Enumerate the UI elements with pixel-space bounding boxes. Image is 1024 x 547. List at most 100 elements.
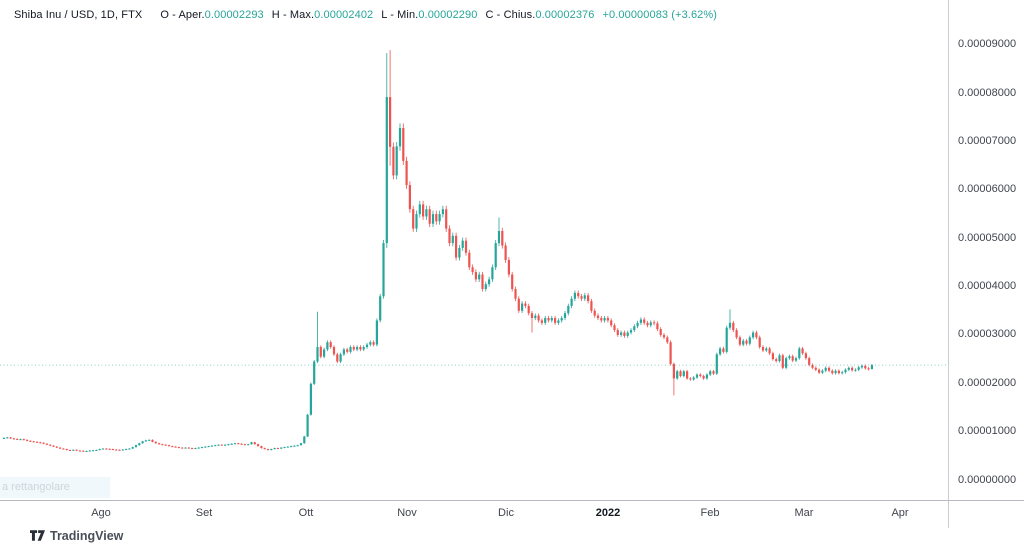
candle-body [662, 334, 666, 338]
candle-body [402, 128, 405, 161]
candle-body [481, 274, 484, 290]
candle-body [385, 97, 388, 244]
candle-body [108, 448, 111, 450]
candle-body [326, 342, 329, 350]
time-axis[interactable]: Ago Set Ott Nov Dic 2022 Feb Mar Apr [0, 500, 1024, 529]
candle-body [398, 128, 402, 147]
candle-body [59, 447, 62, 449]
candle-body [365, 344, 369, 348]
price-axis[interactable]: 0.00009000 0.00008000 0.00007000 0.00006000… [948, 0, 1024, 528]
candle-body [62, 448, 65, 450]
candle-body [82, 450, 85, 452]
close-value: 0.00002376 [535, 9, 595, 21]
candle-body [768, 348, 771, 354]
candle-body [49, 444, 52, 446]
candle-body [16, 438, 19, 440]
candle-body [200, 447, 204, 449]
candle-body [854, 369, 857, 371]
candle-body [39, 442, 42, 444]
candle-body [540, 320, 543, 323]
time-axis-label: Mar [794, 507, 814, 519]
candle-body [78, 450, 81, 452]
candle-body [834, 370, 837, 374]
candle-body [587, 295, 590, 302]
candle-body [313, 361, 316, 384]
candle-body [151, 439, 154, 442]
candle-body [524, 303, 527, 306]
candle-body [781, 355, 784, 368]
candle-body [851, 367, 854, 371]
candle-body [19, 439, 22, 441]
candle-body [224, 444, 227, 446]
candle-body [464, 240, 468, 253]
candle-body [319, 347, 322, 357]
candle-body [563, 313, 567, 319]
candle-body [517, 298, 520, 311]
candle-body [504, 245, 507, 261]
candle-body [352, 347, 355, 350]
tradingview-logo[interactable]: TradingView [30, 528, 123, 543]
candle-body [227, 444, 230, 446]
candle-body [290, 446, 293, 448]
candle-body [72, 449, 75, 451]
candle-body [719, 348, 722, 355]
candle-body [577, 292, 580, 297]
candle-body [606, 318, 609, 321]
symbol-title[interactable]: Shiba Inu / USD, 1D, FTX [14, 9, 143, 21]
candle-body [68, 450, 72, 452]
candle-body [752, 332, 755, 338]
candle-body [250, 442, 253, 445]
candle-body [613, 325, 616, 331]
candle-body [167, 445, 171, 447]
candle-body [676, 371, 679, 379]
candle-body [702, 376, 705, 379]
candle-body [118, 449, 121, 451]
candle-body [121, 449, 124, 451]
candle-body [590, 301, 593, 311]
candle-body [375, 320, 378, 345]
candle-body [547, 318, 550, 321]
candle-body [144, 440, 147, 442]
price-axis-label: 0.00002000 [958, 376, 1017, 389]
candle-body [527, 305, 530, 314]
candle-body [580, 296, 583, 299]
candle-body [643, 319, 646, 323]
price-axis-label: 0.00000000 [958, 473, 1017, 486]
candle-body [867, 368, 870, 370]
candle-body [659, 329, 662, 335]
price-axis-label: 0.00001000 [958, 425, 1017, 438]
candle-body [629, 330, 633, 333]
candle-body [514, 289, 517, 299]
candle-body [441, 209, 444, 215]
candle-body [649, 322, 652, 326]
price-axis-label: 0.00009000 [958, 38, 1017, 51]
close-label: C - Chius. [485, 9, 536, 21]
candle-body [266, 449, 270, 451]
candle-body [296, 445, 299, 447]
tradingview-logo-icon [30, 530, 45, 541]
candlestick-chart[interactable] [0, 0, 948, 500]
candle-body [715, 354, 718, 374]
candle-body [32, 441, 35, 443]
candle-body [131, 447, 134, 449]
candle-body [778, 355, 781, 362]
candle-body [738, 337, 741, 345]
candle-body [171, 446, 174, 448]
high-value: 0.00002402 [314, 9, 374, 21]
candle-body [633, 326, 636, 331]
candle-body [260, 446, 263, 449]
candle-body [75, 449, 78, 451]
candle-body [511, 274, 514, 290]
candle-body [382, 243, 385, 297]
candle-body [240, 443, 243, 445]
candle-body [372, 342, 375, 345]
candle-body [497, 231, 501, 244]
candle-body [695, 374, 699, 378]
price-axis-label: 0.00004000 [958, 280, 1017, 293]
ohlc-low: L - Min.0.00002290 [381, 9, 477, 21]
tradingview-logo-text: TradingView [50, 528, 124, 543]
ohlc-open: O - Aper.0.00002293 [160, 9, 263, 21]
candle-body [418, 204, 421, 215]
candle-body [141, 441, 144, 444]
candle-body [247, 444, 250, 446]
